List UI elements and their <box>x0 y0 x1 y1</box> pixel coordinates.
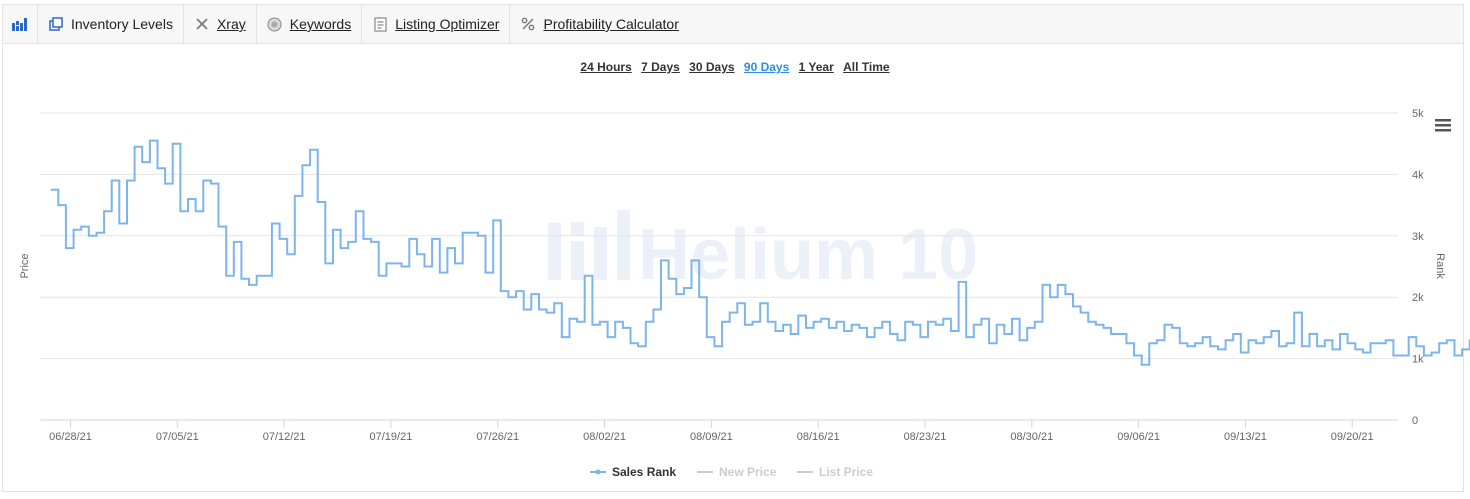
toolbar-xray-label: Xray <box>216 16 246 32</box>
legend-label: New Price <box>719 465 777 479</box>
watermark-bar <box>571 241 584 280</box>
listing-optimizer-icon <box>372 16 388 32</box>
rank-axis-ticks: 0 1k 2k 3k 4k 5k <box>1412 108 1424 427</box>
range-30-days[interactable]: 30 Days <box>689 60 735 74</box>
inventory-icon <box>48 16 64 32</box>
toolbar-profitability-calculator[interactable]: Profitability Calculator <box>510 5 688 43</box>
chart-panel: Inventory Levels Xray Keywords Listing O… <box>2 4 1464 492</box>
xray-icon <box>194 16 210 32</box>
range-7-days[interactable]: 7 Days <box>641 60 680 74</box>
toolbar-xray[interactable]: Xray <box>184 5 257 43</box>
price-axis-label: Price <box>19 253 31 278</box>
chart-menu-icon[interactable] <box>1432 116 1452 134</box>
rank-tick-label: 5k <box>1412 108 1424 120</box>
x-tick-label: 09/13/21 <box>1224 431 1267 443</box>
rank-tick-label: 2k <box>1412 292 1424 304</box>
toolbar: Inventory Levels Xray Keywords Listing O… <box>3 5 1463 44</box>
range-1-year[interactable]: 1 Year <box>798 60 834 74</box>
time-range-selector: 24 Hours 7 Days 30 Days 90 Days 1 Year A… <box>0 60 1470 74</box>
watermark-bar <box>571 222 584 236</box>
toolbar-listing-optimizer-label: Listing Optimizer <box>395 16 500 32</box>
x-tick-label: 06/28/21 <box>49 431 92 443</box>
watermark-text: Helium 10 <box>638 215 978 295</box>
menu-bar <box>1435 129 1451 132</box>
toolbar-profitability-label: Profitability Calculator <box>543 16 679 32</box>
x-tick-label: 07/12/21 <box>263 431 306 443</box>
toolbar-inventory-label: Inventory Levels <box>71 16 173 32</box>
percent-icon <box>520 16 536 32</box>
menu-bar <box>1435 124 1451 127</box>
x-tick-label: 07/19/21 <box>370 431 413 443</box>
chart-legend: Sales Rank New Price List Price <box>590 465 873 479</box>
toolbar-listing-optimizer[interactable]: Listing Optimizer <box>362 5 511 43</box>
x-tick-label: 07/05/21 <box>156 431 199 443</box>
legend-item-list-price[interactable]: List Price <box>797 465 873 479</box>
x-tick-label: 09/06/21 <box>1117 431 1160 443</box>
x-tick-label: 08/09/21 <box>690 431 733 443</box>
helium10-logo-icon[interactable] <box>3 5 38 43</box>
x-tick-label: 08/30/21 <box>1010 431 1053 443</box>
watermark-bar <box>617 210 630 280</box>
watermark-bar <box>548 223 561 280</box>
toolbar-inventory-levels[interactable]: Inventory Levels <box>38 5 184 43</box>
legend-label: List Price <box>819 465 873 479</box>
menu-bar <box>1435 119 1451 122</box>
rank-tick-label: 4k <box>1412 169 1424 181</box>
legend-swatch-marker <box>595 469 601 475</box>
watermark-bar <box>594 227 607 280</box>
x-tick-label: 08/16/21 <box>797 431 840 443</box>
sales-rank-line[interactable] <box>50 139 1470 366</box>
legend-item-sales-rank[interactable]: Sales Rank <box>590 465 676 479</box>
keywords-icon <box>267 16 283 32</box>
x-axis: 06/28/21 07/05/21 07/12/21 07/19/21 07/26/21… <box>40 419 1398 443</box>
toolbar-keywords[interactable]: Keywords <box>257 5 363 43</box>
x-tick-label: 07/26/21 <box>476 431 519 443</box>
grid-lines <box>40 112 1398 360</box>
helium10-watermark: Helium 10 <box>548 210 978 295</box>
x-tick-label: 09/20/21 <box>1331 431 1374 443</box>
rank-axis-label: Rank <box>1434 253 1446 279</box>
range-90-days[interactable]: 90 Days <box>743 60 790 74</box>
x-tick-label: 08/02/21 <box>583 431 626 443</box>
rank-tick-label: 3k <box>1412 231 1424 243</box>
rank-tick-label: 1k <box>1412 354 1424 366</box>
range-24-hours[interactable]: 24 Hours <box>580 60 632 74</box>
x-tick-label: 08/23/21 <box>904 431 947 443</box>
legend-item-new-price[interactable]: New Price <box>697 465 777 479</box>
toolbar-keywords-label: Keywords <box>289 16 352 32</box>
range-all-time[interactable]: All Time <box>843 60 890 74</box>
rank-tick-label: 0 <box>1412 415 1418 427</box>
legend-label: Sales Rank <box>612 465 676 479</box>
